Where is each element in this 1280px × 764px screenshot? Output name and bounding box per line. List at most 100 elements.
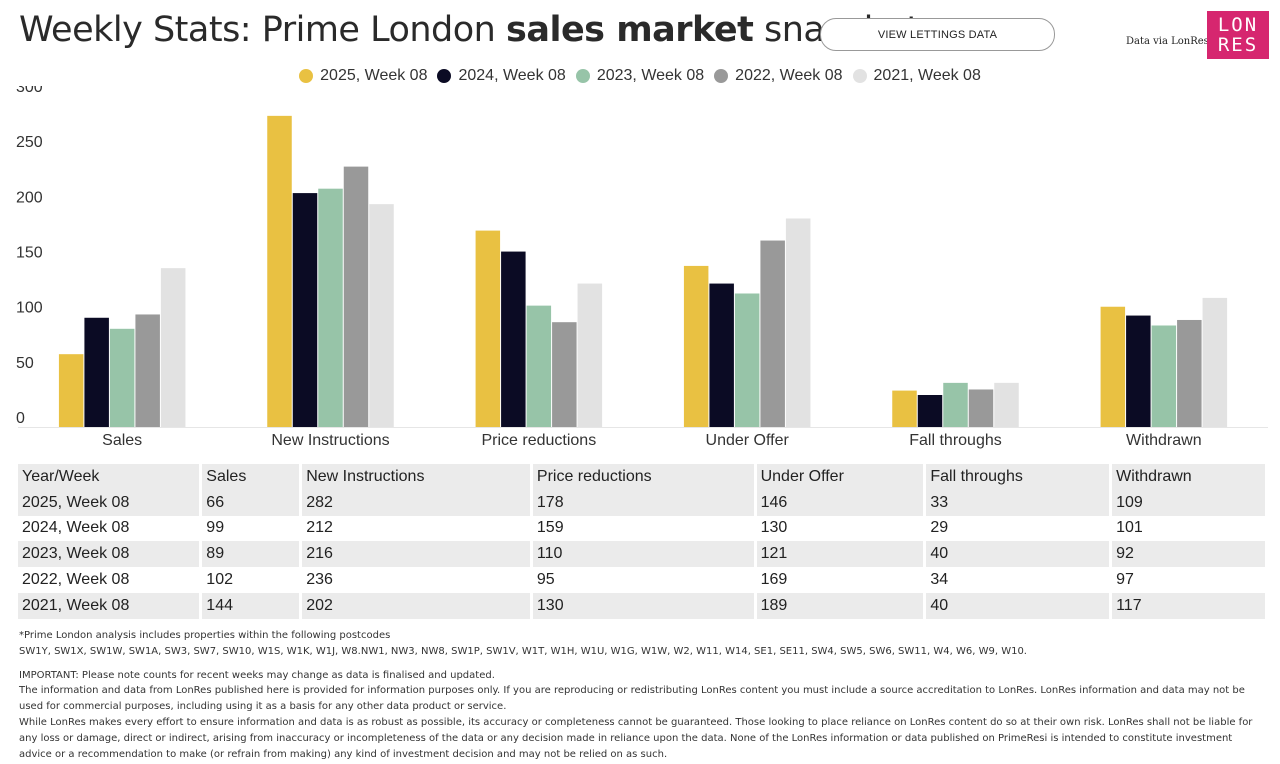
table-cell: 169 xyxy=(755,567,927,593)
table-cell: 212 xyxy=(300,515,533,542)
legend-swatch xyxy=(852,69,867,83)
table-cell: 144 xyxy=(200,592,303,619)
bar xyxy=(369,204,394,427)
bar xyxy=(135,314,160,427)
table-row: 2024, Week 08 99 212 159 130 29 101 xyxy=(18,515,1268,542)
table-cell: 66 xyxy=(200,489,303,516)
disclaimer-usage: The information and data from LonRes pub… xyxy=(19,685,1245,713)
table-header-cell: Withdrawn xyxy=(1110,464,1268,490)
x-tick-label: Price reductions xyxy=(481,432,596,449)
legend-swatch xyxy=(714,69,729,83)
table-cell: 189 xyxy=(755,592,927,619)
bar xyxy=(892,390,917,427)
table-row: 2025, Week 08 66 282 178 146 33 109 xyxy=(18,489,1268,516)
table-row: 2023, Week 08 89 216 110 121 40 92 xyxy=(18,541,1268,568)
bar xyxy=(58,354,84,427)
table-cell: 89 xyxy=(200,541,303,568)
table-row: 2022, Week 08 102 236 95 169 34 97 xyxy=(18,567,1268,593)
legend-item[interactable]: 2024, Week 08 xyxy=(437,67,566,85)
bar xyxy=(552,322,577,427)
page-title: Weekly Stats: Prime London sales market … xyxy=(19,10,920,50)
table-cell: 101 xyxy=(1110,515,1268,542)
table-cell: 178 xyxy=(531,489,757,516)
table-cell: 2023, Week 08 xyxy=(18,541,203,568)
bar xyxy=(84,317,109,427)
table-cell: 97 xyxy=(1110,567,1268,593)
table-cell: 2025, Week 08 xyxy=(18,489,203,516)
legend-label: 2023, Week 08 xyxy=(596,67,705,84)
table-cell: 34 xyxy=(924,567,1113,593)
table-row: 2021, Week 08 144 202 130 189 40 117 xyxy=(18,592,1268,619)
legend-label: 2025, Week 08 xyxy=(320,67,428,84)
table-header-cell: Under Offer xyxy=(755,464,927,490)
table-cell: 99 xyxy=(200,515,303,542)
y-tick-label: 250 xyxy=(16,134,43,151)
table-cell: 102 xyxy=(200,567,303,593)
table-header-cell: Sales xyxy=(200,464,303,490)
postcode-list: SW1Y, SW1X, SW1W, SW1A, SW3, SW7, SW10, … xyxy=(19,645,1027,657)
title-text-start: Weekly Stats: Prime London xyxy=(19,10,506,50)
legend-swatch xyxy=(437,69,452,83)
logo-line-1: LON xyxy=(1217,14,1259,36)
table-cell: 109 xyxy=(1110,489,1268,516)
bar xyxy=(1126,315,1151,427)
table-cell: 159 xyxy=(531,515,757,542)
y-tick-label: 200 xyxy=(16,189,43,206)
chart-legend: 2025, Week 08 2024, Week 08 2023, Week 08 2… xyxy=(0,67,1280,85)
legend-swatch xyxy=(575,69,590,83)
table-cell: 2024, Week 08 xyxy=(18,515,203,542)
table-header-cell: Year/Week xyxy=(18,464,203,490)
bar xyxy=(1151,325,1177,427)
table-cell: 2021, Week 08 xyxy=(18,592,203,619)
legend-item[interactable]: 2021, Week 08 xyxy=(852,67,981,85)
stats-table: Year/Week Sales New Instructions Price redu… xyxy=(18,464,1268,619)
data-source-label: Data via LonRes xyxy=(1126,36,1209,47)
x-tick-label: Under Offer xyxy=(706,432,790,449)
legend-label: 2024, Week 08 xyxy=(458,67,566,84)
legend-swatch xyxy=(299,69,314,83)
table-cell: 117 xyxy=(1110,592,1268,619)
legend-item[interactable]: 2022, Week 08 xyxy=(714,67,843,85)
table-cell: 202 xyxy=(300,592,533,619)
y-tick-label: 100 xyxy=(16,300,43,317)
bar xyxy=(292,193,318,427)
bar xyxy=(1202,297,1228,427)
bar xyxy=(760,240,785,427)
table-header-row: Year/Week Sales New Instructions Price redu… xyxy=(18,464,1268,490)
bar xyxy=(785,218,811,427)
bar xyxy=(917,395,943,427)
postcode-note: *Prime London analysis includes properti… xyxy=(19,630,391,641)
bar xyxy=(501,251,526,427)
bar xyxy=(1177,319,1202,427)
lonres-logo[interactable]: LON RES xyxy=(1207,11,1269,59)
important-note: IMPORTANT: Please note counts for recent… xyxy=(19,669,495,681)
bar xyxy=(943,382,968,427)
view-lettings-data-button[interactable]: VIEW LETTINGS DATA xyxy=(820,18,1055,51)
table-cell: 40 xyxy=(924,592,1113,619)
legend-item[interactable]: 2023, Week 08 xyxy=(575,67,705,85)
table-cell: 121 xyxy=(755,541,927,568)
table-cell: 130 xyxy=(531,592,757,619)
table-header-cell: Fall throughs xyxy=(924,464,1113,490)
x-tick-label: Sales xyxy=(102,432,142,449)
y-tick-label: 0 xyxy=(16,410,25,427)
bar xyxy=(709,283,734,427)
legend-label: 2022, Week 08 xyxy=(735,67,843,84)
table-cell: 130 xyxy=(755,515,927,542)
legend-item[interactable]: 2025, Week 08 xyxy=(299,67,427,85)
bar xyxy=(683,265,709,427)
y-tick-label: 150 xyxy=(16,245,43,262)
bar xyxy=(267,115,292,428)
table-header-cell: Price reductions xyxy=(531,464,757,490)
table-header-cell: New Instructions xyxy=(300,464,533,490)
bar xyxy=(318,188,343,427)
table-cell: 236 xyxy=(300,567,533,593)
bar-chart: 0 50 100 150 200 250 300 Sales New Instructions P… xyxy=(16,86,1268,449)
table-cell: 29 xyxy=(924,515,1113,542)
y-tick-label: 300 xyxy=(16,86,43,96)
table-cell: 92 xyxy=(1110,541,1268,568)
disclaimer-liability: While LonRes makes every effort to ensur… xyxy=(19,716,1253,760)
bar xyxy=(109,328,135,427)
bar xyxy=(343,166,369,427)
table-cell: 40 xyxy=(924,541,1113,568)
